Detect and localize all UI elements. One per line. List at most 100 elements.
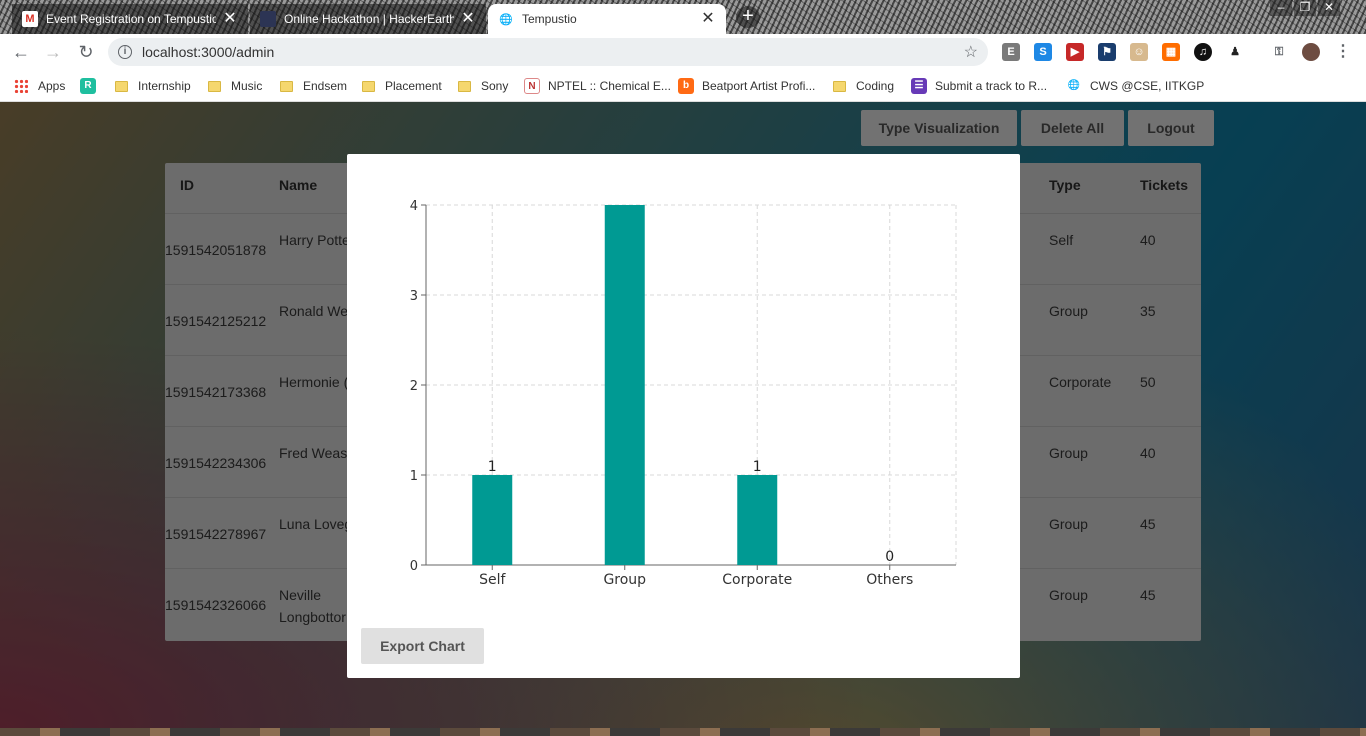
bookmark-label: Placement [385,79,442,93]
y-tick-label: 0 [410,559,418,574]
folder-icon [208,80,221,92]
folder-icon [362,80,375,92]
bookmark-placement[interactable]: Placement [362,76,442,96]
reload-icon[interactable]: ↻ [78,42,94,62]
cell-type: Group [1049,516,1088,532]
bar-corporate [737,475,778,565]
type-visualization-modal: 0 1 2 3 4 1 Self Group 1 Corporate 0 Others Export … [347,154,1020,678]
bookmark-coding[interactable]: Coding [833,76,894,96]
bookmark-music[interactable]: Music [208,76,262,96]
data-label: 0 [885,549,894,565]
y-tick-label: 3 [410,289,418,304]
cell-name: Hermonie ( [279,374,349,390]
tab-title: Event Registration on Tempustio [46,12,216,26]
bookmark-sony[interactable]: Sony [458,76,508,96]
back-icon[interactable]: ← [12,42,30,62]
star-icon[interactable]: ☆ [963,44,978,61]
logout-button[interactable]: Logout [1128,110,1214,146]
admin-page: Type Visualization Delete All Logout ID … [0,102,1366,728]
tab-gmail[interactable]: M Event Registration on Tempustio ✕ [12,4,248,34]
apps-icon [14,79,28,93]
cell-tickets: 50 [1140,374,1156,390]
hackerearth-icon [260,11,276,27]
bookmark-apps[interactable]: Apps [14,76,65,96]
bookmark-nptel[interactable]: N NPTEL :: Chemical E... [524,76,671,96]
bookmark-label: Sony [481,79,509,93]
x-tick-label: Self [479,572,506,588]
cell-name: Fred Weasl [279,445,351,461]
extension-bookmark-icon[interactable]: ⚑ [1098,43,1116,61]
delete-all-button[interactable]: Delete All [1021,110,1124,146]
tab-hackerearth[interactable]: Online Hackathon | HackerEarth ✕ [250,4,486,34]
bookmark-cws[interactable]: 🌐 CWS @CSE, IITKGP [1066,76,1204,96]
close-icon[interactable]: ✕ [701,10,715,27]
bookmark-submit-track[interactable]: ☰ Submit a track to R... [911,76,1047,96]
tab-tempustio[interactable]: 🌐 Tempustio ✕ [488,4,726,34]
bookmark-beatport[interactable]: b Beatport Artist Profi... [678,76,815,96]
export-chart-button[interactable]: Export Chart [361,628,484,664]
taskbar [0,728,1366,736]
menu-icon[interactable]: ⋮ [1334,43,1352,61]
cell-tickets: 40 [1140,445,1156,461]
header-type: Type [1049,177,1081,193]
folder-icon [115,80,128,92]
info-icon[interactable]: i [118,45,132,59]
key-icon[interactable]: ⚿ [1270,43,1288,61]
header-id: ID [180,177,194,193]
folder-icon [458,80,471,92]
header-tickets: Tickets [1140,177,1188,193]
globe-icon: 🌐 [499,13,513,26]
cell-tickets: 45 [1140,516,1156,532]
cell-id: 1591542278967 [165,526,267,542]
data-label: 1 [753,459,762,475]
cell-id: 1591542234306 [165,455,267,471]
tab-title: Tempustio [522,12,577,26]
browser-toolbar: ← → ↻ i localhost:3000/admin ☆ E S ▶ ⚑ ☺… [0,34,1366,70]
forward-icon[interactable]: → [44,42,62,62]
bookmark-r[interactable]: R [80,76,104,96]
extension-person-icon[interactable]: ♟ [1226,43,1244,61]
cell-name: Ronald We [279,303,349,319]
cell-id: 1591542173368 [165,384,267,400]
cell-tickets: 35 [1140,303,1156,319]
cell-name: Luna Loveg [279,516,353,532]
bookmark-label: Apps [38,79,66,93]
data-label: 1 [488,459,497,475]
y-tick-label: 4 [410,199,418,214]
bookmark-internship[interactable]: Internship [115,76,191,96]
x-tick-label: Group [603,572,646,588]
folder-icon [280,80,293,92]
bookmark-label: Internship [138,79,191,93]
cell-type: Self [1049,232,1074,248]
extension-s-icon[interactable]: S [1034,43,1052,61]
close-window-icon[interactable]: ✕ [1318,0,1340,16]
cell-id: 1591542051878 [165,242,267,258]
bookmark-endsem[interactable]: Endsem [280,76,347,96]
extension-off-icon[interactable]: ▦ [1162,43,1180,61]
avatar[interactable] [1302,43,1320,61]
cell-tickets: 40 [1140,232,1156,248]
address-bar[interactable]: i localhost:3000/admin ☆ [108,38,988,66]
bookmark-label: Submit a track to R... [935,79,1048,93]
bookmark-label: Music [231,79,263,93]
form-icon: ☰ [911,78,927,94]
globe-icon: 🌐 [1066,78,1082,94]
close-icon[interactable]: ✕ [461,10,475,27]
extension-play-icon[interactable]: ▶ [1066,43,1084,61]
extension-e-icon[interactable]: E [1002,43,1020,61]
type-visualization-button[interactable]: Type Visualization [861,110,1017,146]
x-tick-label: Others [866,572,913,588]
cell-name: Harry Potte [279,232,350,248]
y-tick-label: 2 [410,379,418,394]
bookmark-label: Endsem [303,79,348,93]
extension-face-icon[interactable]: ☺ [1130,43,1148,61]
close-icon[interactable]: ✕ [223,10,237,27]
extension-music-icon[interactable]: ♫ [1194,43,1212,61]
beatport-icon: b [678,78,694,94]
bookmark-label: Beatport Artist Profi... [702,79,816,93]
cell-type: Group [1049,303,1088,319]
restore-icon[interactable]: ❐ [1294,0,1316,16]
minimize-icon[interactable]: – [1270,0,1292,16]
new-tab-button[interactable]: + [736,6,760,28]
nptel-icon: N [524,78,540,94]
